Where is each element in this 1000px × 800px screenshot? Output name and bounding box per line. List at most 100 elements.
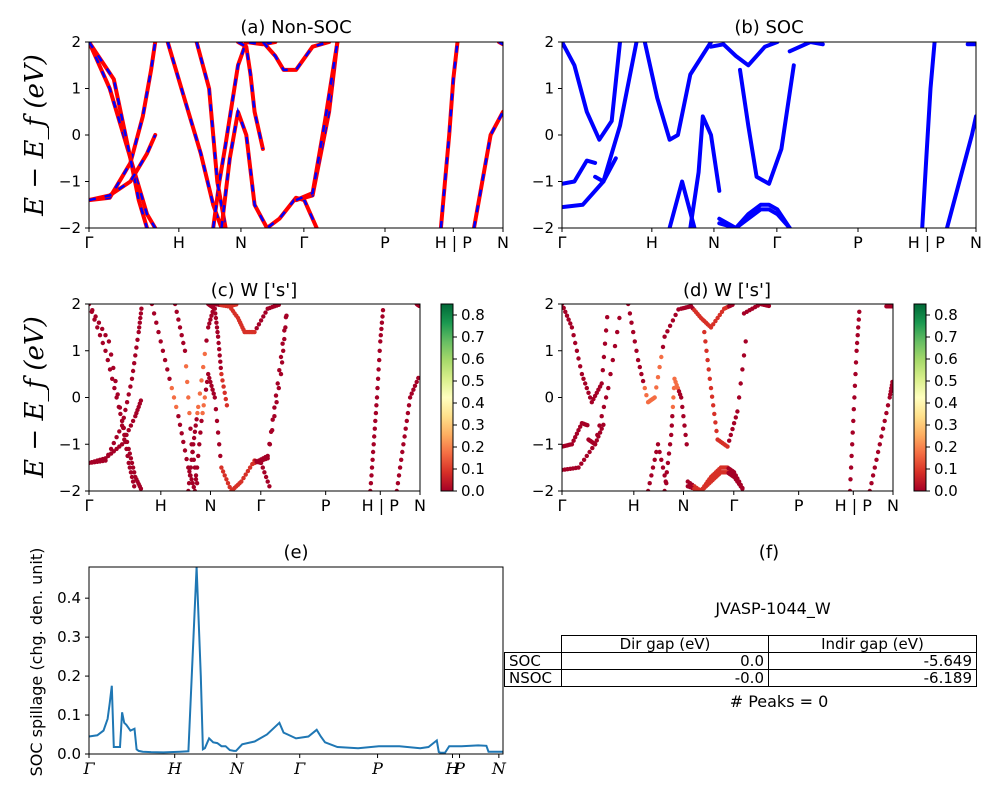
scatter-point xyxy=(627,311,633,316)
scatter-point xyxy=(407,395,413,400)
ytick-label: 0 xyxy=(544,126,554,144)
scatter-point xyxy=(243,472,248,477)
colorbar-tick-label: 0.8 xyxy=(934,306,958,324)
scatter-point xyxy=(368,481,374,486)
scatter-point xyxy=(852,395,857,400)
scatter-point xyxy=(215,329,220,335)
scatter-point xyxy=(114,435,119,440)
scatter-point xyxy=(573,435,578,440)
scatter-point xyxy=(708,385,714,391)
panel-e-title: (e) xyxy=(283,542,308,563)
scatter-point xyxy=(569,325,575,330)
scatter-point xyxy=(867,488,872,491)
table-row: NSOC -0.0 -6.189 xyxy=(504,669,977,687)
ytick-label: 0 xyxy=(71,126,81,144)
xtick-label: Γ xyxy=(558,233,567,252)
scatter-point xyxy=(277,368,282,373)
band-line-dashed xyxy=(220,106,318,228)
scatter-point xyxy=(138,486,144,491)
band-line xyxy=(562,156,618,210)
scatter-point xyxy=(626,304,631,307)
scatter-point xyxy=(380,314,385,319)
table-header-row: Dir gap (eV) Indir gap (eV) xyxy=(505,635,977,653)
ytick-label: 1 xyxy=(71,80,81,98)
scatter-point xyxy=(138,398,144,403)
scatter-point xyxy=(181,340,186,346)
band-line xyxy=(688,114,722,228)
scatter-point xyxy=(766,304,772,309)
scatter-point xyxy=(679,395,684,400)
scatter-point xyxy=(100,340,106,346)
scatter-point xyxy=(212,395,217,400)
band-line xyxy=(709,42,780,68)
scatter-point xyxy=(713,318,718,324)
scatter-point xyxy=(379,320,385,325)
scatter-point xyxy=(137,325,142,330)
scatter-point xyxy=(601,422,606,427)
scatter-point xyxy=(644,393,649,398)
scatter-point xyxy=(411,387,416,392)
scatter-point xyxy=(192,429,198,434)
scatter-point xyxy=(667,442,673,447)
scatter-point xyxy=(220,378,225,383)
scatter-point xyxy=(595,432,600,438)
scatter-point xyxy=(889,304,893,309)
scatter-point xyxy=(584,453,589,459)
scatter-point xyxy=(107,367,113,372)
scatter-point xyxy=(872,465,877,470)
scatter-point xyxy=(112,385,117,391)
scatter-point xyxy=(632,339,637,344)
scatter-point xyxy=(96,320,102,325)
scatter-point xyxy=(880,426,886,431)
spillage-line xyxy=(88,566,503,754)
scatter-point xyxy=(854,340,860,346)
scatter-point xyxy=(376,367,381,372)
xtick-label: H xyxy=(155,496,167,515)
scatter-point xyxy=(198,430,203,435)
scatter-point xyxy=(378,333,383,338)
scatter-point xyxy=(149,304,155,307)
scatter-point xyxy=(852,383,858,388)
scatter-point xyxy=(578,364,583,369)
ytick-label: 0.0 xyxy=(57,745,81,763)
scatter-point xyxy=(850,442,855,447)
scatter-point xyxy=(652,395,657,400)
xtick-label: N xyxy=(497,233,509,252)
scatter-point xyxy=(670,318,676,323)
scatter-point xyxy=(241,475,246,481)
scatter-point xyxy=(124,432,129,438)
table-cell: 0.0 xyxy=(561,652,769,670)
scatter-point xyxy=(635,357,641,363)
scatter-point xyxy=(279,360,285,365)
scatter-point xyxy=(121,425,126,431)
scatter-point xyxy=(719,309,725,314)
axes-frame xyxy=(88,41,504,229)
scatter-point xyxy=(728,432,733,438)
scatter-point xyxy=(581,457,587,462)
colorbar-tick-label: 0.7 xyxy=(461,328,485,346)
colorbar-tick-label: 0.4 xyxy=(934,394,958,412)
scatter-point xyxy=(138,315,143,321)
scatter-point xyxy=(106,339,112,344)
scatter-point xyxy=(186,488,191,491)
scatter-point xyxy=(100,326,105,332)
scatter-point xyxy=(372,426,377,431)
scatter-point xyxy=(568,321,573,326)
scatter-point xyxy=(404,418,409,424)
scatter-point xyxy=(209,313,214,318)
scatter-point xyxy=(375,385,380,391)
xtick-label: P xyxy=(380,233,390,252)
scatter-point xyxy=(222,390,227,395)
scatter-point xyxy=(261,314,266,319)
scatter-point xyxy=(733,415,738,420)
scatter-point xyxy=(705,357,710,363)
scatter-point xyxy=(203,387,209,392)
scatter-point xyxy=(267,484,272,489)
scatter-point xyxy=(130,368,136,374)
scatter-point xyxy=(103,333,108,338)
scatter-point xyxy=(882,418,887,424)
scatter-point xyxy=(128,470,134,475)
scatter-point xyxy=(105,357,111,363)
